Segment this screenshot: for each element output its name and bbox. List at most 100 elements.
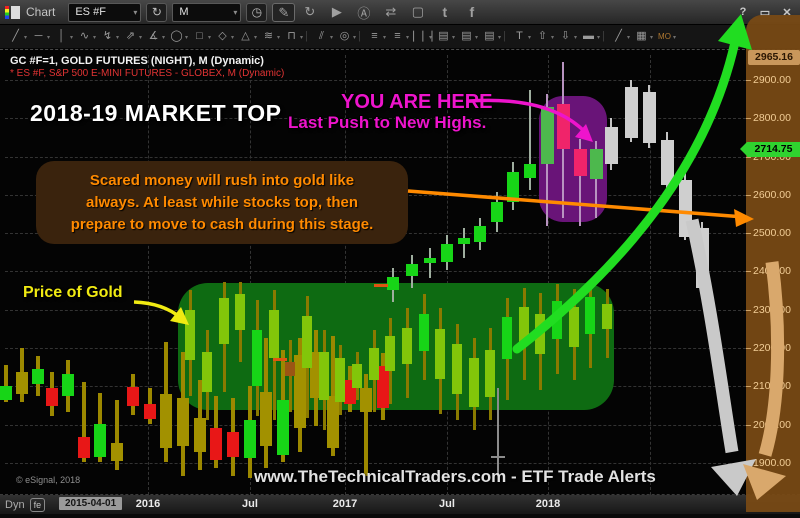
drawing-tool-button-8[interactable]: □ xyxy=(188,25,211,50)
help-button[interactable]: ? xyxy=(739,6,747,18)
drawing-tool-button-17[interactable]: ≡ xyxy=(363,25,386,50)
candle xyxy=(244,420,256,458)
formula-lock-icon[interactable]: fe xyxy=(29,497,46,512)
time-axis-label: 2016 xyxy=(135,498,161,510)
gridline-horizontal xyxy=(5,80,746,81)
esignal-copyright: © eSignal, 2018 xyxy=(16,475,81,485)
time-axis-label: Jul xyxy=(242,498,258,510)
candle xyxy=(227,432,239,457)
price-axis-label: 2900.00 xyxy=(753,74,791,86)
drawing-tool-button-25[interactable]: ⇧ xyxy=(531,25,554,50)
candle xyxy=(535,314,545,354)
gridline-vertical xyxy=(447,55,448,495)
symbol-title-gold: GC #F=1, GOLD FUTURES (NIGHT), M (Dynami… xyxy=(10,55,264,67)
drawing-tool-button-21[interactable]: ▤ xyxy=(455,25,478,50)
drawing-tool-button-1[interactable]: ─ xyxy=(27,25,50,50)
drawing-tool-button-10[interactable]: △ xyxy=(234,25,257,50)
candle xyxy=(46,388,58,406)
candle xyxy=(556,104,570,149)
candle xyxy=(94,424,106,457)
candle xyxy=(469,358,479,407)
drawing-tool-button-0[interactable]: ╱ xyxy=(4,25,27,50)
drawing-tool-button-20[interactable]: ▤ xyxy=(432,25,455,50)
candle-wick xyxy=(115,400,119,470)
doji-tick xyxy=(374,284,388,287)
drawing-tool-button-2[interactable]: │ xyxy=(50,25,73,50)
time-axis-label: 2017 xyxy=(332,498,358,510)
candle xyxy=(360,388,372,412)
time-axis-label: 2018 xyxy=(535,498,561,510)
facebook-icon[interactable]: f xyxy=(469,4,475,20)
candle xyxy=(0,386,12,400)
drawing-tool-button-24[interactable]: T xyxy=(508,25,531,50)
price-axis-label: 2000.00 xyxy=(753,419,791,431)
drawing-tool-button-18[interactable]: ≡ xyxy=(386,25,409,50)
candle xyxy=(385,336,395,371)
doji-tick xyxy=(273,358,287,361)
drawing-tool-button-11[interactable]: ≋ xyxy=(257,25,280,50)
drawing-tool-button-12[interactable]: ⊓ xyxy=(280,25,303,50)
price-axis-tick xyxy=(746,386,751,387)
scared-money-note: Scared money will rush into gold like al… xyxy=(36,161,408,245)
gridline-horizontal xyxy=(5,157,746,158)
replay-icon[interactable]: ↻ xyxy=(304,4,316,19)
chevron-down-icon: ▾ xyxy=(133,7,138,17)
drawing-tool-button-5[interactable]: ⇗ xyxy=(119,25,142,50)
drawing-tool-button-3[interactable]: ∿ xyxy=(73,25,96,50)
move-icon[interactable]: ⇄ xyxy=(385,4,397,19)
drawing-tool-button-27[interactable]: ▬ xyxy=(577,25,600,50)
symbol-value: ES #F xyxy=(75,6,106,18)
chat-icon[interactable]: ▢ xyxy=(411,4,424,19)
candle xyxy=(202,352,212,392)
time-settings-button[interactable]: ◷ xyxy=(246,2,268,22)
drawing-tool-button-7[interactable]: ◯ xyxy=(165,25,188,50)
play-icon[interactable]: ▶ xyxy=(331,4,342,19)
titlebar-tool-icons: ✎ ↻ ▶ Ⓐ ⇄ ▢ t f xyxy=(272,2,484,22)
interval-select[interactable]: M ▾ xyxy=(172,2,242,22)
candle xyxy=(260,392,272,446)
price-axis-tick xyxy=(746,271,751,272)
drawing-tool-button-14[interactable]: ⫽ xyxy=(310,25,333,50)
symbol-refresh-button[interactable]: ↻ xyxy=(146,2,168,22)
candle xyxy=(519,307,529,344)
candle-wick xyxy=(429,248,431,278)
drawing-tool-button-29[interactable]: ╱ xyxy=(607,25,630,50)
restore-window-button[interactable]: ▭ xyxy=(759,6,771,19)
toolbar-separator: | xyxy=(602,30,605,42)
candle xyxy=(78,437,90,458)
drawing-tool-button-4[interactable]: ↯ xyxy=(96,25,119,50)
price-axis-label: 2400.00 xyxy=(753,265,791,277)
candle xyxy=(552,301,562,339)
candle xyxy=(604,127,618,164)
close-window-button[interactable]: ✕ xyxy=(782,6,792,19)
drawing-tool-button-15[interactable]: ◎ xyxy=(333,25,356,50)
candle xyxy=(569,307,579,347)
price-axis-tick xyxy=(746,425,751,426)
gridline-horizontal xyxy=(5,118,746,119)
pencil-icon[interactable]: ✎ xyxy=(272,2,296,22)
candle xyxy=(458,238,470,244)
drawing-tool-button-31[interactable]: MO xyxy=(653,25,676,50)
autotrade-icon[interactable]: Ⓐ xyxy=(357,5,371,21)
interval-value: M xyxy=(179,6,189,18)
market-top-annotation: 2018-19 MARKET TOP xyxy=(30,100,282,126)
price-axis-tick xyxy=(746,310,751,311)
drawing-tool-button-19[interactable]: ❘❘❘ xyxy=(409,25,437,50)
price-axis-tick xyxy=(746,80,751,81)
symbol-select[interactable]: ES #F ▾ xyxy=(68,2,142,22)
price-of-gold-label: Price of Gold xyxy=(23,284,123,301)
candle xyxy=(277,400,289,455)
price-axis-tick xyxy=(746,233,751,234)
candle-wick xyxy=(364,374,368,476)
drawing-tool-button-26[interactable]: ⇩ xyxy=(554,25,577,50)
drawing-tool-button-22[interactable]: ▤ xyxy=(478,25,501,50)
gridline-horizontal xyxy=(5,425,746,426)
candle xyxy=(435,329,445,379)
drawing-tool-button-9[interactable]: ◇ xyxy=(211,25,234,50)
candle xyxy=(127,387,139,406)
start-date-box[interactable]: 2015-04-01 xyxy=(59,497,123,510)
twitter-icon[interactable]: t xyxy=(442,4,448,20)
drawing-tool-button-6[interactable]: ∡ xyxy=(142,25,165,50)
drawing-tool-button-30[interactable]: ▦ xyxy=(630,25,653,50)
